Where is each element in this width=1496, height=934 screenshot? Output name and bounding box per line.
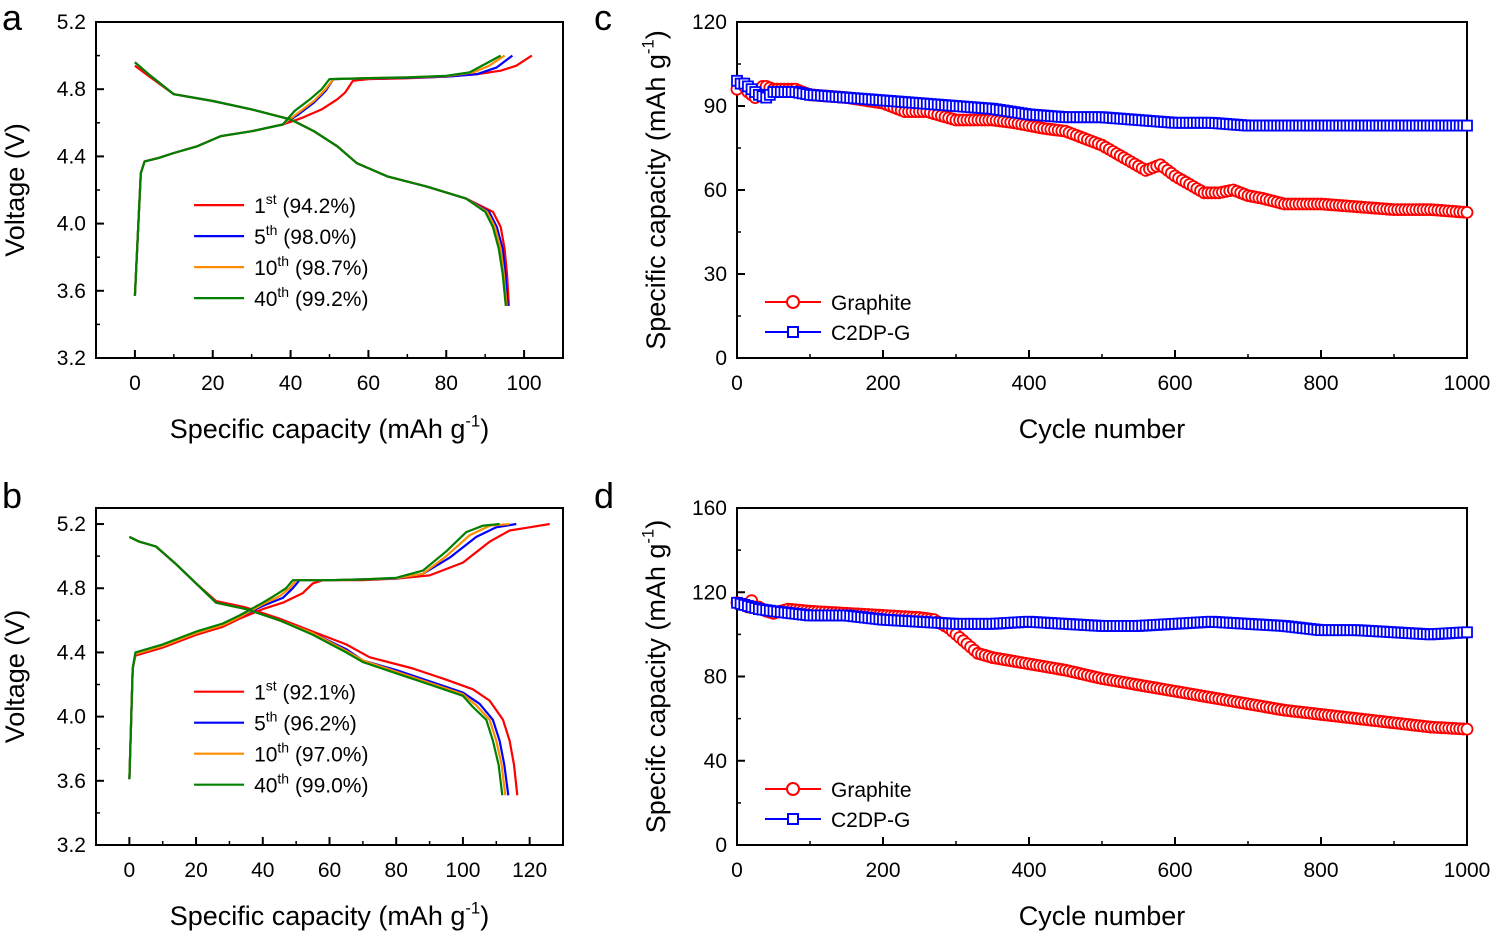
y-tick-label: 160 [692,497,727,520]
x-tick-label: 400 [1011,372,1046,395]
y-tick-label: 3.6 [57,770,86,793]
data-point-circle [1460,722,1474,736]
series-line-charge [128,522,510,780]
legend-marker-square [787,326,799,338]
x-tick-label: 60 [318,859,341,882]
x-axis-label: Cycle number [1019,901,1186,931]
y-axis-label-group: Voltage (V) [0,123,30,257]
legend-marker-circle [786,295,800,309]
series-line-charge [133,54,502,296]
x-tick-label: 0 [731,859,743,882]
y-tick-label: 4.4 [57,641,87,664]
x-tick-label: 1000 [1444,859,1491,882]
legend-label: C2DP-G [831,322,910,345]
legend-label: 10th (98.7%) [254,253,368,280]
series-line-charge [128,522,550,780]
legend-label: 5th (96.2%) [254,709,357,736]
y-axis-label-group: Voltage (V) [0,610,30,744]
x-tick-label: 200 [865,859,900,882]
x-tick-label: 800 [1303,372,1338,395]
x-tick-label: 100 [445,859,480,882]
chart-panel-b: 0 20 40 60 80 100 120 3.2 3.6 4.0 4.4 4.8 5.2 Specifi… [0,507,564,931]
y-tick-label: 4.0 [57,213,86,236]
x-tick-label: 200 [865,372,900,395]
y-tick-label: 0 [715,347,727,370]
y-tick-label: 40 [704,750,727,773]
x-tick-label: 1000 [1444,372,1491,395]
y-tick-label: 4.4 [57,145,87,168]
legend-marker-square [787,813,799,825]
legend-label: 10th (97.0%) [254,740,368,767]
y-tick-label: 120 [692,11,727,34]
x-axis-label: Cycle number [1019,414,1186,444]
panel-label-d: d [594,475,614,516]
data-point-circle [1460,205,1474,219]
x-tick-label: 100 [507,372,542,395]
series-line-discharge [128,535,504,796]
series-line-charge [128,522,500,780]
legend-label: Graphite [831,779,912,802]
chart-panel-c: 0 200 400 600 800 1000 0 30 60 90 120 Cycle number S… [639,11,1491,444]
y-axis-label: Voltage (V) [0,123,30,257]
panel-label-b: b [2,475,22,516]
y-tick-label: 0 [715,834,727,857]
x-tick-label: 40 [251,859,274,882]
y-tick-label: 4.8 [57,78,86,101]
y-tick-label: 80 [704,666,727,689]
y-tick-label: 5.2 [57,513,86,536]
legend-label: 40th (99.2%) [254,284,368,311]
y-axis-label-group: Specifc capacity (mAh g-1) [639,520,671,834]
x-tick-label: 600 [1157,859,1192,882]
y-tick-label: 3.6 [57,280,86,303]
x-tick-label: 40 [279,372,302,395]
y-axis-label: Voltage (V) [0,610,30,744]
x-axis-label: Specific capacity (mAh g-1) [170,412,490,444]
chart-panel-a: 0 20 40 60 80 100 3.2 3.6 4.0 4.4 4.8 5.2 Specific c… [0,11,564,444]
x-axis-label: Specific capacity (mAh g-1) [170,899,490,931]
x-tick-label: 0 [124,859,136,882]
x-tick-label: 600 [1157,372,1192,395]
data-point-square [1461,119,1473,132]
y-tick-label: 30 [704,263,727,286]
legend-label: 40th (99.0%) [254,771,368,798]
y-tick-label: 90 [704,95,727,118]
x-tick-label: 80 [435,372,458,395]
y-tick-label: 5.2 [57,11,86,34]
series-line-charge [128,522,517,780]
y-axis-label: Specific capacity (mAh g-1) [639,30,671,350]
y-tick-label: 120 [692,581,727,604]
legend-label: C2DP-G [831,809,910,832]
x-tick-label: 120 [512,859,547,882]
x-tick-label: 60 [357,372,380,395]
legend-label: Graphite [831,292,912,315]
x-tick-label: 80 [385,859,408,882]
y-tick-label: 60 [704,179,727,202]
y-tick-label: 3.2 [57,347,86,370]
y-tick-label: 4.0 [57,706,86,729]
x-tick-label: 800 [1303,859,1338,882]
legend-marker-circle [786,782,800,796]
y-axis-label-group: Specific capacity (mAh g-1) [639,30,671,350]
y-axis-label: Specifc capacity (mAh g-1) [639,520,671,834]
panel-label-c: c [594,0,612,38]
x-tick-label: 0 [731,372,743,395]
panel-label-a: a [2,0,23,38]
legend-label: 1st (92.1%) [254,678,356,705]
y-tick-label: 4.8 [57,577,86,600]
x-tick-label: 400 [1011,859,1046,882]
series-line-discharge [134,61,507,307]
x-tick-label: 20 [201,372,224,395]
data-point-square [1461,626,1473,639]
x-tick-label: 20 [184,859,207,882]
legend-label: 5th (98.0%) [254,222,357,249]
y-tick-label: 3.2 [57,834,86,857]
chart-panel-d: 0 200 400 600 800 1000 0 40 80 120 160 Cycle number… [639,497,1491,931]
x-tick-label: 0 [129,372,141,395]
legend-label: 1st (94.2%) [254,191,356,218]
